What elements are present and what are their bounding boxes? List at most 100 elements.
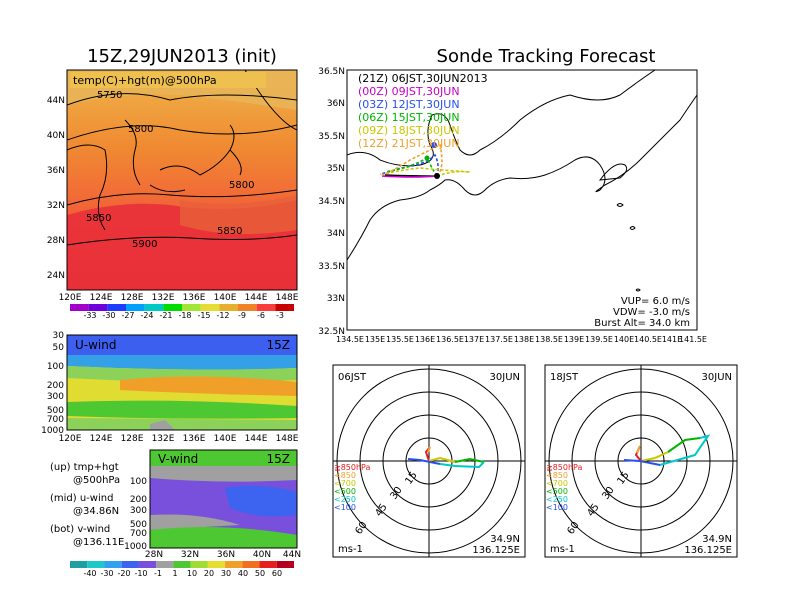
hodo-trace-850 xyxy=(427,446,431,453)
cb500-label: -27 xyxy=(121,311,134,320)
uwind-p-tick: 200 xyxy=(47,381,64,391)
track-lon-tick: 136E xyxy=(415,335,435,344)
cb500-label: -12 xyxy=(216,311,229,320)
vwind-p-tick: 300 xyxy=(130,506,147,516)
hodo-unit: ms-1 xyxy=(550,544,575,555)
track-legend-item: (09Z) 18JST,30JUN xyxy=(358,124,460,137)
colorbar-segment xyxy=(173,561,191,568)
track-lon-tick: 138.5E xyxy=(535,335,563,344)
hodo-trace-250 xyxy=(659,434,711,466)
colorbar-segment xyxy=(156,561,174,568)
colorbar-segment xyxy=(121,561,139,568)
map500-lon-tick: 144E xyxy=(245,293,268,303)
note-line: @34.86N xyxy=(73,506,119,517)
hodo-trace-100 xyxy=(407,458,441,465)
uwind-lon-tick: 120E xyxy=(59,434,82,444)
track-lon-tick: 137E xyxy=(464,335,484,344)
hodo-level: <700 xyxy=(334,479,356,488)
hodo-lon: 136.125E xyxy=(684,545,732,556)
hodo-trace-500 xyxy=(667,437,701,453)
cbv-label: 20 xyxy=(204,569,214,578)
colorbar-segment xyxy=(190,561,208,568)
launch-site xyxy=(434,173,440,179)
colorbar-segment xyxy=(182,304,201,311)
hodo-level: <250 xyxy=(334,495,356,504)
colorbar-segment xyxy=(70,304,89,311)
uwind-p-tick: 500 xyxy=(47,406,64,416)
track-legend-item: (03Z) 12JST,30JUN xyxy=(358,98,460,111)
note-line: @500hPa xyxy=(73,475,120,486)
vwind-lat-tick: 44N xyxy=(283,550,301,560)
note-line: @136.11E xyxy=(73,537,124,548)
colorbar-segment xyxy=(87,561,105,568)
contour-label: 5800 xyxy=(128,124,153,135)
track-lon-tick: 138E xyxy=(514,335,534,344)
cb500-label: -6 xyxy=(257,311,265,320)
hodo-level: <500 xyxy=(546,487,568,496)
uwind-p-tick: 700 xyxy=(47,415,64,425)
track-lat-tick: 35.5N xyxy=(318,132,345,142)
contour-label: 5900 xyxy=(132,239,157,250)
track-lon-tick: 139E xyxy=(564,335,584,344)
uwind-lon-tick: 128E xyxy=(121,434,144,444)
vwind-p-tick: 100 xyxy=(130,477,147,487)
hodo-trace-700 xyxy=(640,451,669,462)
hodo-level: <850 xyxy=(334,471,356,480)
vwind-lat-tick: 32N xyxy=(181,550,199,560)
cbv-label: 30 xyxy=(221,569,231,578)
map500-lon-tick: 148E xyxy=(276,293,299,303)
uwind-lon-tick: 144E xyxy=(245,434,268,444)
map500-lat-tick: 40N xyxy=(47,131,65,141)
track-lon-tick: 137.5E xyxy=(485,335,513,344)
vwind-lat-tick: 36N xyxy=(217,550,235,560)
cb500-label: -15 xyxy=(197,311,210,320)
track-legend-item: (00Z) 09JST,30JUN xyxy=(358,85,460,98)
colorbar-segment xyxy=(259,561,277,568)
colorbar-segment xyxy=(70,561,88,568)
track-lon-tick: 136.5E xyxy=(436,335,464,344)
map500-lat-tick: 24N xyxy=(47,271,65,281)
track-lat-tick: 32.5N xyxy=(318,327,345,337)
track-info-vdw: VDW= -3.0 m/s xyxy=(613,307,690,318)
map500-lat-tick: 36N xyxy=(47,166,65,176)
track-lat-tick: 34.5N xyxy=(318,197,345,207)
hodo-time: 18JST xyxy=(550,372,579,383)
cbv-label: 10 xyxy=(187,569,197,578)
note-line: (mid) u-wind xyxy=(50,493,113,504)
track-legend-item: (06Z) 15JST,30JUN xyxy=(358,111,460,124)
hodo-trace-700 xyxy=(428,456,456,463)
notes: (up) tmp+hgt @500hPa (mid) u-wind @34.86… xyxy=(50,462,124,548)
hodo-level: <100 xyxy=(546,503,568,512)
cb500-label: -30 xyxy=(102,311,115,320)
map500-lon-tick: 140E xyxy=(214,293,237,303)
traj-09z xyxy=(384,167,471,177)
track-info-burst: Burst Alt= 34.0 km xyxy=(594,318,690,329)
map500-lat-tick: 28N xyxy=(47,236,65,246)
vwind-label: V-wind xyxy=(158,452,198,466)
hodograph-18jst: 18JST 30JUN 15 30 45 60 ms-1 34.9N 136.1… xyxy=(544,364,738,558)
uwind-lon-tick: 124E xyxy=(90,434,113,444)
colorbar-segment xyxy=(242,561,260,568)
colorbar-segment xyxy=(219,304,238,311)
vwind-p-tick: 500 xyxy=(130,520,147,530)
colorbar-segment xyxy=(144,304,164,311)
colorbar-segment xyxy=(225,561,243,568)
contour-label: 5800 xyxy=(229,180,254,191)
contour-label: 5750 xyxy=(97,90,122,101)
track-legend-item: (12Z) 21JST,30JUN xyxy=(358,137,460,150)
hodo-time: 06JST xyxy=(338,372,367,383)
cbv-label: -1 xyxy=(154,569,162,578)
track-lon-tick: 141E xyxy=(662,335,682,344)
vwind-lat-tick: 28N xyxy=(145,550,163,560)
map500-lat-tick: 44N xyxy=(47,96,65,106)
hodo-trace-500 xyxy=(454,457,485,463)
track-lon-tick: 135E xyxy=(365,335,385,344)
map500-contour-labels: 5750 5800 5800 5850 5900 5850 xyxy=(86,90,254,250)
uwind-lon-tick: 136E xyxy=(183,434,206,444)
colorbar-segment xyxy=(126,304,145,311)
colorbar-segment xyxy=(256,304,276,311)
vwind-time: 15Z xyxy=(267,452,291,466)
track-legend-header: (21Z) 06JST,30JUN2013 xyxy=(358,72,488,85)
hodo-level: <250 xyxy=(546,495,568,504)
